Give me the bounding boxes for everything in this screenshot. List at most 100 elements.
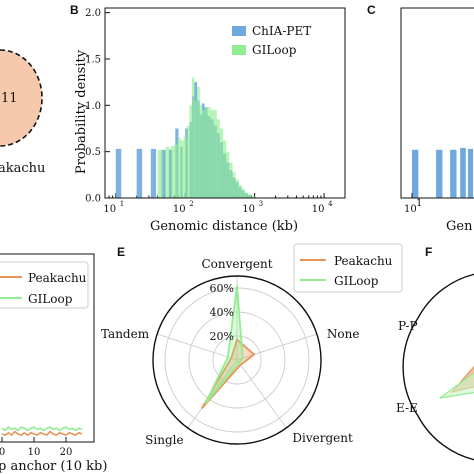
radar-category-label: Tandem	[101, 327, 150, 341]
panel-b-letter: B	[70, 3, 79, 17]
histogram-bar-giloop	[244, 192, 248, 198]
histogram-bar-giloop	[241, 188, 245, 198]
histogram-bar-giloop	[202, 109, 205, 198]
panel-b-ylabel: Probability density	[74, 49, 89, 174]
panel-e: E 20% 40% 60% Convergent None Divergent Single…	[101, 243, 403, 447]
y-tick-label: 0.0	[85, 194, 101, 205]
y-tick-label: 2.0	[85, 8, 101, 19]
panel-a: 11 akachu	[0, 49, 45, 176]
panel-c-plot-frame	[400, 7, 474, 199]
panel-c-letter: C	[367, 3, 376, 17]
histogram-bar-giloop	[189, 105, 192, 198]
legend-label-giloop-d: GILoop	[28, 292, 73, 306]
panel-a-pie-outline	[0, 49, 43, 147]
radar-ring-label: 20%	[210, 330, 234, 343]
histogram-bar-chia-pet	[115, 148, 122, 198]
x-tick-label: 20	[60, 447, 73, 458]
panel-f: F P-P E-E	[396, 245, 474, 461]
panel-b-legend: ChIA-PET GILoop	[232, 24, 311, 57]
panel-f-letter: F	[425, 245, 432, 259]
panel-d-xlabel: p anchor (10 kb)	[0, 459, 107, 474]
radar-ring-label: 60%	[210, 282, 234, 295]
legend-swatch-chia-pet	[232, 26, 246, 36]
panel-b-xlabel: Genomic distance (kb)	[150, 219, 298, 234]
histogram-bar-giloop	[183, 136, 187, 198]
panel-d-legend: Peakachu GILoop	[0, 261, 89, 309]
histogram-bar-chia-pet	[460, 147, 466, 198]
histogram-bar-chia-pet	[150, 148, 157, 198]
histogram-bar-giloop	[250, 196, 255, 198]
radar-category-label: Divergent	[292, 431, 353, 445]
histogram-bar-chia-pet	[467, 148, 474, 198]
histogram-bar-giloop	[199, 105, 203, 198]
legend-label-giloop: GILoop	[252, 43, 297, 57]
histogram-bar-giloop	[232, 172, 236, 198]
x-tick-exponent: 3	[259, 200, 263, 208]
histogram-bar-giloop	[180, 140, 184, 198]
histogram-bar-giloop	[247, 194, 251, 198]
histogram-bar-chia-pet	[136, 148, 143, 198]
panel-b-plot-frame	[104, 7, 346, 199]
x-tick-label: 10	[242, 204, 255, 215]
histogram-bar-giloop	[186, 125, 190, 198]
radar-category-label: None	[327, 327, 360, 341]
panel-a-count-label: 11	[1, 91, 18, 106]
y-tick-label: 1.5	[85, 54, 101, 65]
panel-c-bars	[412, 147, 474, 198]
histogram-bar-giloop	[222, 140, 227, 198]
y-tick-label: 0.5	[85, 147, 101, 158]
x-tick-exponent: 2	[189, 200, 193, 208]
panel-e-legend: Peakachu GILoop	[293, 243, 403, 293]
radar-ring-label: 40%	[210, 306, 234, 319]
panel-b: B Probability density Genomic distance (…	[70, 3, 346, 234]
histogram-bar-giloop	[177, 137, 181, 198]
legend-label-chia-pet: ChIA-PET	[252, 24, 311, 38]
x-tick-label: 10	[173, 204, 186, 215]
panel-d-lines	[1, 426, 83, 437]
panel-f-label-ee: E-E	[396, 401, 418, 415]
histogram-bar-giloop	[197, 86, 200, 198]
x-tick-exponent: 1	[120, 200, 124, 208]
panel-f-green-area	[439, 372, 474, 399]
x-tick-label: 10	[103, 204, 116, 215]
histogram-bar-giloop	[170, 146, 175, 198]
radar-spoke	[156, 333, 238, 361]
x-tick-label: 10	[28, 447, 41, 458]
legend-label-peakachu-d: Peakachu	[28, 271, 87, 285]
radar-outer-circle	[152, 275, 322, 445]
panel-c: C 10 1 Gen	[367, 3, 474, 234]
radar-spoke	[236, 359, 287, 429]
histogram-bar-chia-pet	[161, 149, 166, 198]
histogram-bar-chia-pet	[450, 149, 457, 198]
line-series-giloop	[1, 426, 83, 432]
panel-e-radar: 20% 40% 60% Convergent None Divergent Single Ta…	[101, 257, 359, 447]
panel-d-legend-box	[0, 261, 89, 309]
radar-series-giloop	[204, 285, 244, 405]
panel-f-outer-circle	[402, 273, 474, 461]
histogram-bar-giloop	[207, 107, 211, 198]
histogram-bar-giloop	[226, 151, 230, 198]
radar-category-label: Convergent	[201, 257, 272, 271]
histogram-bar-giloop	[219, 128, 223, 198]
panel-c-xtick-exponent: 1	[416, 198, 422, 209]
histogram-bar-giloop	[238, 185, 242, 198]
panel-d-plot-frame	[0, 253, 95, 443]
histogram-bar-giloop	[235, 179, 239, 198]
radar-spoke	[236, 333, 318, 361]
panel-e-letter: E	[117, 245, 125, 259]
histogram-bar-giloop	[216, 119, 220, 198]
panel-a-pie-slice	[0, 50, 42, 146]
histogram-bar-giloop	[229, 162, 233, 198]
panel-a-category-label: akachu	[0, 161, 45, 176]
histogram-bar-giloop	[213, 109, 217, 198]
histogram-bar-giloop	[210, 109, 214, 198]
radar-category-label: Single	[145, 433, 183, 447]
histogram-bar-giloop	[194, 100, 198, 198]
histogram-bar-giloop	[165, 147, 170, 198]
panel-f-label-pp: P-P	[398, 319, 418, 333]
x-tick-label: 10	[312, 204, 325, 215]
x-tick-exponent: 4	[328, 200, 333, 208]
x-tick-label: 0	[0, 447, 5, 458]
histogram-bar-giloop	[191, 77, 195, 198]
